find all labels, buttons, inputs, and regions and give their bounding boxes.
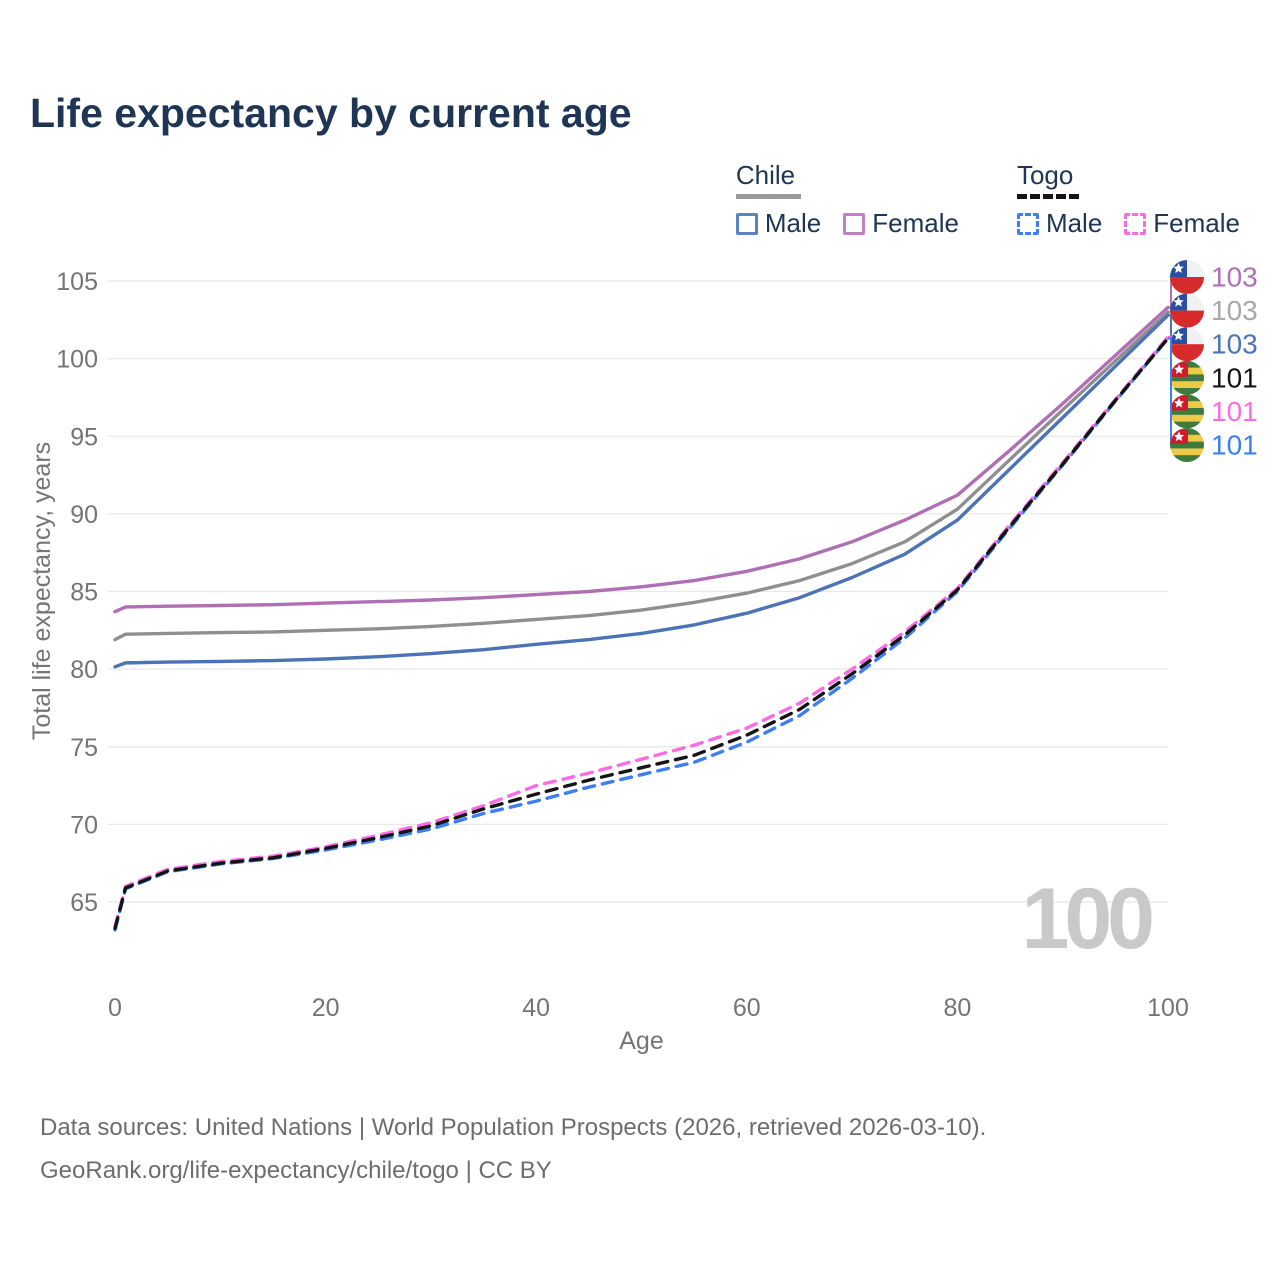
legend-item-chile-male[interactable]: Male	[735, 208, 822, 239]
legend-item-label: Female	[1153, 208, 1240, 238]
legend-item-label: Female	[872, 208, 959, 238]
y-tick-label-100: 100	[56, 346, 98, 374]
chart-title: Life expectancy by current age	[30, 90, 632, 136]
y-tick-label-70: 70	[70, 811, 98, 839]
end-label-value-chile-female: 103	[1211, 262, 1258, 293]
legend-swatch-icon	[1124, 212, 1147, 235]
star-glyph	[1173, 397, 1185, 408]
end-label-value-chile-male: 103	[1211, 329, 1258, 360]
series-line-chile-all[interactable]	[113, 310, 1170, 642]
y-tick-label-80: 80	[70, 656, 98, 684]
footer: Data sources: United Nations | World Pop…	[40, 1106, 986, 1192]
star-glyph	[1173, 296, 1184, 307]
footer-source-line: Data sources: United Nations | World Pop…	[40, 1114, 987, 1141]
legend-swatch-icon	[735, 212, 758, 235]
x-tick-label-60: 60	[733, 994, 761, 1022]
series-line-chile-male[interactable]	[113, 313, 1170, 669]
flag-icon-chile	[1170, 293, 1204, 328]
flag-icon-chile	[1170, 327, 1204, 362]
y-tick-label-65: 65	[70, 889, 98, 917]
x-axis-title: Age	[619, 1027, 663, 1055]
x-tick-label-0: 0	[108, 994, 122, 1022]
x-tick-label-20: 20	[312, 994, 340, 1022]
age-watermark: 100	[1022, 871, 1153, 967]
flag-icon-togo	[1170, 360, 1204, 395]
legend-group-title-chile[interactable]: Chile	[735, 160, 802, 199]
end-label-value-togo-all: 101	[1211, 362, 1258, 393]
series-line-chile-female[interactable]	[113, 305, 1170, 614]
star-glyph	[1173, 330, 1184, 341]
legend-swatch-icon	[843, 212, 866, 235]
flag-icon-togo	[1170, 428, 1204, 462]
end-label-value-togo-female: 101	[1211, 396, 1258, 427]
y-tick-label-95: 95	[70, 423, 98, 451]
legend: Chile Male Female Togo Male Female	[735, 160, 1240, 239]
x-tick-label-40: 40	[522, 994, 550, 1022]
series-line-togo-female[interactable]	[113, 335, 1170, 929]
legend-item-chile-female[interactable]: Female	[843, 208, 959, 239]
flag-icon-togo	[1170, 394, 1204, 429]
star-glyph	[1173, 431, 1185, 442]
legend-group-togo: Togo Male Female	[1016, 160, 1240, 239]
y-tick-label-85: 85	[70, 579, 98, 607]
legend-item-togo-female[interactable]: Female	[1124, 208, 1240, 239]
x-tick-label-80: 80	[943, 994, 971, 1022]
end-label-value-togo-male: 101	[1211, 430, 1258, 461]
legend-group-chile: Chile Male Female	[735, 160, 959, 239]
footer-link-line[interactable]: GeoRank.org/life-expectancy/chile/togo |…	[40, 1157, 552, 1184]
star-glyph	[1173, 364, 1185, 374]
legend-item-label: Male	[1045, 208, 1103, 238]
legend-items: Male Female	[735, 208, 959, 239]
x-tick-label-100: 100	[1147, 994, 1189, 1022]
y-axis-title: Total life expectancy, years	[28, 442, 56, 740]
legend-group-title-togo[interactable]: Togo	[1016, 160, 1080, 199]
star-glyph	[1173, 262, 1184, 273]
legend-item-togo-male[interactable]: Male	[1016, 208, 1103, 239]
legend-swatch-icon	[1016, 212, 1039, 235]
y-tick-label-75: 75	[70, 734, 98, 762]
legend-items: Male Female	[1016, 208, 1240, 239]
end-label-value-chile-all: 103	[1211, 295, 1258, 326]
y-tick-label-105: 105	[56, 268, 98, 296]
y-tick-label-90: 90	[70, 501, 98, 529]
flag-icon-chile	[1170, 260, 1204, 294]
legend-item-label: Male	[764, 208, 822, 238]
